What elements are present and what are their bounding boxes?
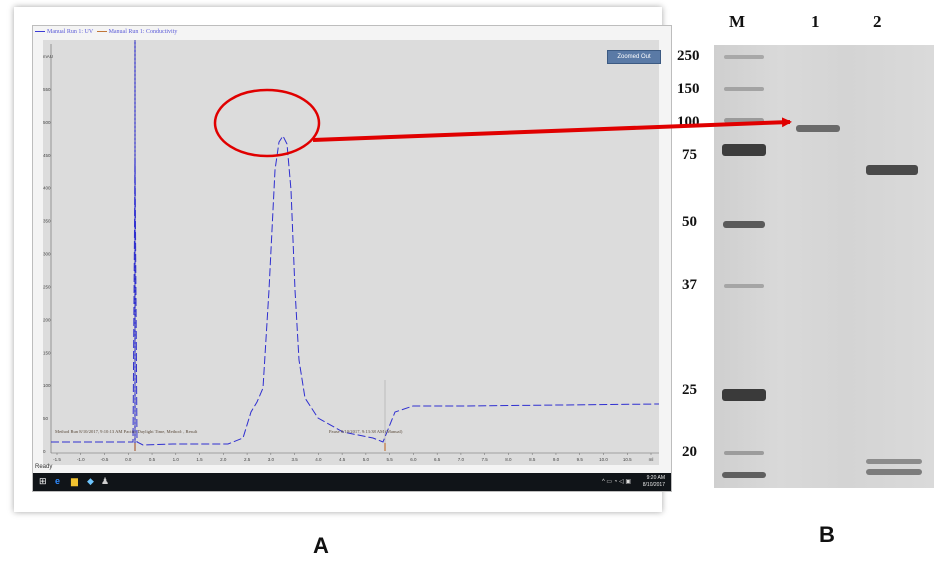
x-tick-label: 8.0 xyxy=(505,457,512,462)
x-tick-label: 9.5 xyxy=(577,457,584,462)
x-tick-label: -1.5 xyxy=(53,457,61,462)
x-tick-label: 1.0 xyxy=(173,457,180,462)
x-tick-label: 0.5 xyxy=(149,457,156,462)
y-tick-label: 500 xyxy=(43,120,51,125)
status-text: Ready xyxy=(35,464,53,470)
y-tick-label: 400 xyxy=(43,186,51,191)
marker-band-150 xyxy=(724,87,764,91)
x-tick-label: ml xyxy=(649,457,654,462)
uv-legend-swatch xyxy=(35,31,45,33)
conductivity-legend-swatch xyxy=(96,31,107,33)
mw-label-75: 75 xyxy=(682,147,697,163)
x-tick-label: 5.5 xyxy=(387,457,394,462)
file-explorer-icon[interactable]: ▆ xyxy=(71,476,78,486)
panel-label-b: B xyxy=(819,522,835,547)
marker-band-75 xyxy=(722,144,766,156)
mw-label-150: 150 xyxy=(677,81,700,97)
lane2-band xyxy=(866,165,918,175)
mw-label-250: 250 xyxy=(677,48,700,64)
legend-bar: Manual Run 1: UV Manual Run 1: Conductiv… xyxy=(33,26,671,38)
x-tick-label: 6.5 xyxy=(434,457,441,462)
system-tray-icons[interactable]: ^ ▭ ◔ ◁ ▣ xyxy=(601,479,631,485)
legend-uv: Manual Run 1: UV xyxy=(47,29,94,35)
chromatogram-plot: 0 50 100 150 200 250 300 350 400 450 500 550 mAU -1.5… xyxy=(43,40,659,462)
zoomed-out-button[interactable]: Zoomed Out xyxy=(607,50,661,64)
x-tick-label: 0.0 xyxy=(125,457,132,462)
x-tick-label: -1.0 xyxy=(77,457,85,462)
x-tick-label: 3.5 xyxy=(291,457,298,462)
y-tick-label: 250 xyxy=(43,284,51,289)
x-tick-label: 4.5 xyxy=(339,457,346,462)
x-tick-label: 8.5 xyxy=(529,457,536,462)
marker-band-25 xyxy=(722,389,766,401)
x-tick-label: 7.0 xyxy=(458,457,465,462)
chromatography-software-window: Manual Run 1: UV Manual Run 1: Conductiv… xyxy=(32,25,672,492)
x-tick-label: 10.0 xyxy=(599,457,608,462)
lane-label-2: 2 xyxy=(873,12,882,31)
marker-band-37 xyxy=(724,284,764,288)
legend-conductivity: Manual Run 1: Conductivity xyxy=(108,29,178,35)
marker-band-250 xyxy=(724,55,764,59)
x-tick-label: 6.0 xyxy=(410,457,417,462)
user-app-icon[interactable]: ♟ xyxy=(101,476,110,486)
clock-date: 8/10/2017 xyxy=(642,482,665,488)
sds-page-gel xyxy=(714,45,934,488)
app-icon[interactable]: ◆ xyxy=(87,476,94,486)
lane2-lower-band-1 xyxy=(866,459,922,464)
windows-start-icon[interactable]: ⊞ xyxy=(39,476,47,486)
y-tick-label: 100 xyxy=(43,383,51,388)
y-tick-label: mAU xyxy=(43,54,53,59)
y-tick-label: 450 xyxy=(43,153,51,158)
y-tick-label: 200 xyxy=(43,317,51,322)
method-run-annotation: Method Run 8/10/2017, 9:10:13 AM Pacific… xyxy=(55,429,198,435)
mw-label-25: 25 xyxy=(682,382,697,398)
mw-label-37: 37 xyxy=(682,277,697,293)
x-tick-label: 2.5 xyxy=(244,457,251,462)
x-tick-label: 3.0 xyxy=(268,457,275,462)
lane-label-1: 1 xyxy=(811,12,820,31)
uv-trace xyxy=(51,135,659,446)
y-tick-label: 550 xyxy=(43,87,51,92)
marker-band-100 xyxy=(724,118,764,123)
lane-label-marker: M xyxy=(729,12,746,31)
x-tick-label: 1.5 xyxy=(196,457,203,462)
y-tick-label: 0 xyxy=(43,449,46,454)
marker-band-20 xyxy=(724,451,764,455)
plot-area[interactable]: 0 50 100 150 200 250 300 350 400 450 500 550 mAU -1.5… xyxy=(43,40,659,465)
lane1-band xyxy=(796,125,840,132)
y-tick-label: 350 xyxy=(43,219,51,224)
taskbar: ⊞ e ▆ ◆ ♟ ^ ▭ ◔ ◁ ▣ 9:20 AM 8/10/2017 xyxy=(33,473,671,491)
x-tick-label: 2.0 xyxy=(220,457,227,462)
y-tick-label: 150 xyxy=(43,350,51,355)
clock-time: 9:20 AM xyxy=(646,475,665,481)
mw-label-100: 100 xyxy=(677,114,700,130)
pause-annotation: Pause 8/10/2017, 9:13:38 AM (Manual) xyxy=(329,429,403,435)
edge-browser-icon[interactable]: e xyxy=(55,476,61,486)
x-tick-label: 10.5 xyxy=(623,457,632,462)
marker-band-dye-front xyxy=(722,472,766,478)
x-tick-label: 5.0 xyxy=(363,457,370,462)
lane2-lower-band-2 xyxy=(866,469,922,475)
marker-band-50 xyxy=(723,221,765,228)
y-tick-label: 50 xyxy=(43,416,49,421)
panel-label-a: A xyxy=(313,533,329,558)
panel-a-chromatogram: Manual Run 1: UV Manual Run 1: Conductiv… xyxy=(14,7,672,512)
x-tick-label: 4.0 xyxy=(315,457,322,462)
mw-label-50: 50 xyxy=(682,214,697,230)
x-tick-label: 9.0 xyxy=(553,457,560,462)
x-tick-label: -0.5 xyxy=(101,457,109,462)
y-tick-label: 300 xyxy=(43,252,51,257)
system-clock[interactable]: 9:20 AM 8/10/2017 xyxy=(643,475,665,489)
mw-label-20: 20 xyxy=(682,444,697,460)
x-tick-label: 7.5 xyxy=(482,457,489,462)
